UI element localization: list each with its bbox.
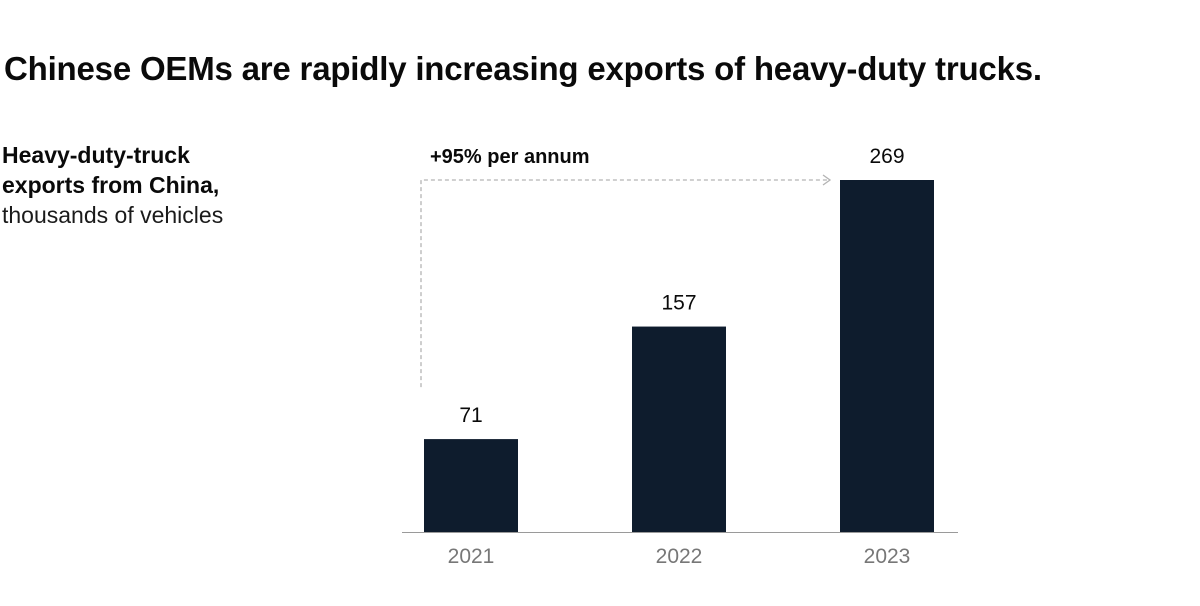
value-label-2023: 269 [869,145,904,168]
subtitle-line-2: exports from China, [2,172,220,198]
subtitle-unit: thousands of vehicles [2,202,224,228]
x-tick-labels: 2021 2022 2023 [448,545,911,568]
value-label-2021: 71 [459,404,482,427]
growth-arrow-line [420,179,828,388]
growth-annotation: +95% per annum [420,146,832,388]
growth-label: +95% per annum [430,146,590,168]
x-tick-2022: 2022 [656,545,703,568]
subtitle-line-1: Heavy-duty-truck [2,142,190,168]
value-label-2022: 157 [661,292,696,315]
growth-arrow-head [822,174,832,186]
chart-subtitle: Heavy-duty-truck exports from China, tho… [2,140,223,230]
bar-2021 [424,439,518,532]
x-tick-2021: 2021 [448,545,495,568]
chart-title: Chinese OEMs are rapidly increasing expo… [4,50,1042,87]
bar-2023 [840,180,934,532]
x-tick-2023: 2023 [864,545,911,568]
value-labels: 71 157 269 [459,145,904,427]
bars [424,180,934,532]
bar-2022 [632,326,726,532]
